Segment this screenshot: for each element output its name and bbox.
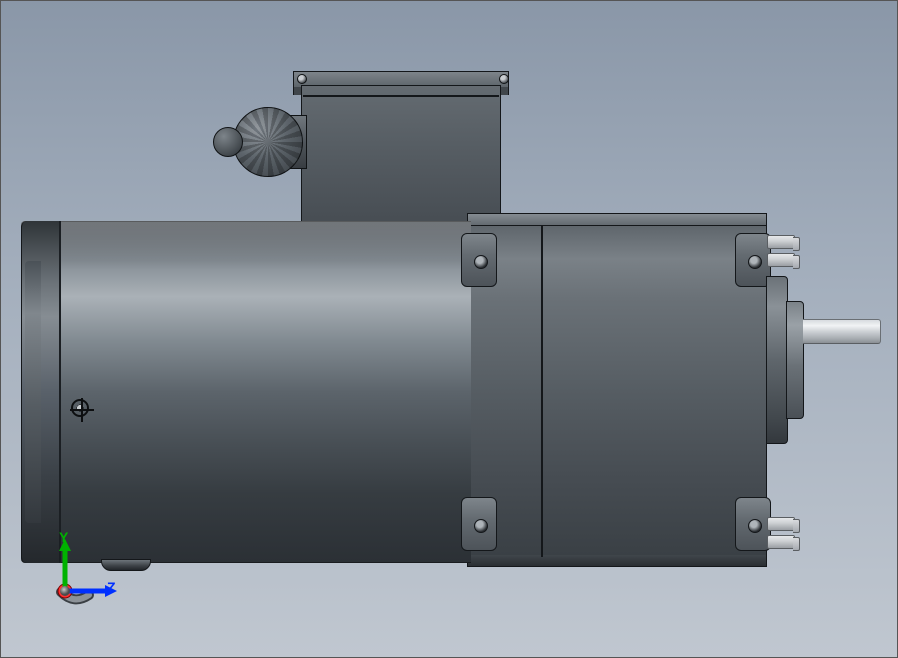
lug-hole-icon [474,255,488,269]
terminal-box-body [301,85,501,225]
datum-target-icon [71,399,89,417]
motor-end-cap-inner [25,261,41,523]
terminal-box-screw [297,74,307,84]
output-shaft [803,319,881,344]
model-root [21,61,891,601]
cad-3d-viewport[interactable]: Y Z [0,0,898,658]
gearbox-mount-lug [461,233,497,287]
motor-foot-ring [101,559,151,571]
gearbox-mount-lug [461,497,497,551]
gearbox-side-bolt [767,517,795,531]
cable-gland-nose [213,127,243,157]
gearbox-side-bolt [767,535,795,549]
output-flange-step2 [786,301,804,419]
output-flange-step1 [766,276,788,444]
gearbox-seam [541,225,543,557]
gearbox-mount-lug [735,497,771,551]
gearbox-side-bolt [767,235,795,249]
gearbox-side-bolt [767,253,795,267]
motor-body-cylinder [21,221,471,563]
lug-hole-icon [474,519,488,533]
cable-gland-body [233,107,303,177]
lug-hole-icon [748,255,762,269]
lug-hole-icon [748,519,762,533]
gearbox-body [467,225,767,557]
motor-body-seam [59,221,61,563]
terminal-box-screw [499,74,509,84]
gearbox-bottom-chamfer [467,555,767,567]
terminal-box-seam [303,95,499,97]
